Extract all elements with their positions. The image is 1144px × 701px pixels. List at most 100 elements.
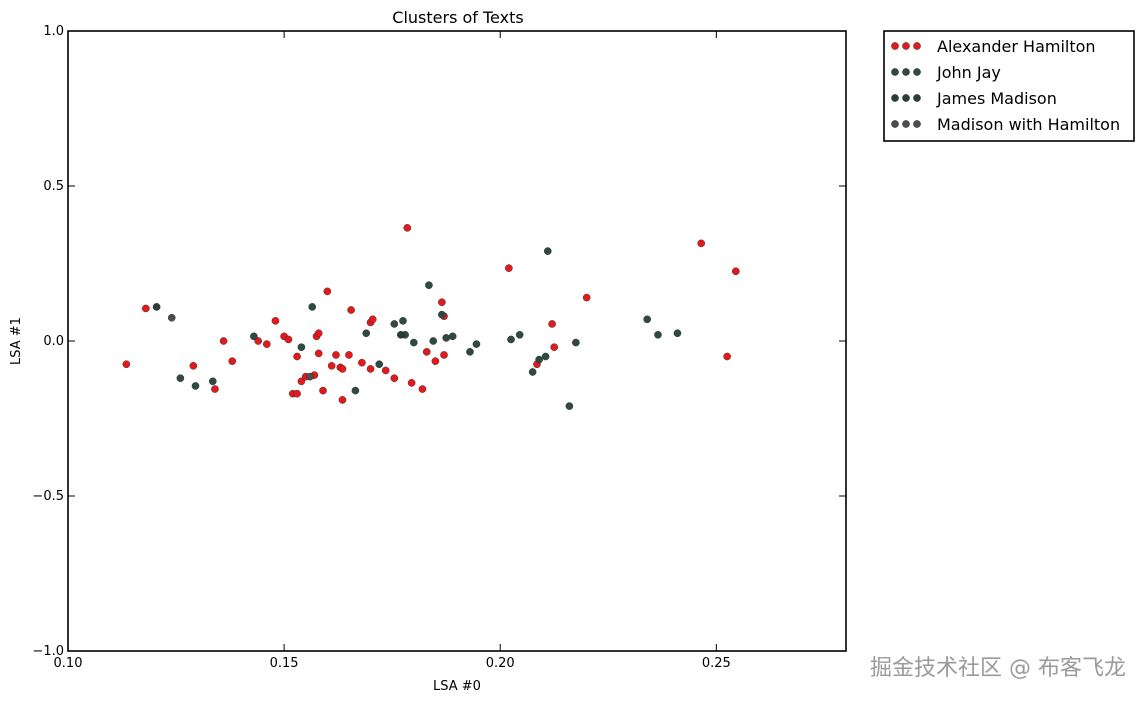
series-3 bbox=[152, 303, 405, 339]
legend-marker bbox=[913, 94, 921, 102]
data-point bbox=[191, 382, 200, 390]
watermark-text: 掘金技术社区 @ 布客飞龙 bbox=[870, 656, 1126, 681]
x-tick-label: 0.25 bbox=[702, 656, 731, 671]
data-point bbox=[466, 348, 474, 356]
data-point bbox=[208, 377, 217, 386]
data-point bbox=[407, 379, 416, 387]
data-point bbox=[429, 337, 438, 345]
data-point bbox=[314, 329, 323, 338]
data-point bbox=[319, 386, 327, 395]
legend-entry: James Madison bbox=[891, 89, 1057, 108]
legend-marker bbox=[891, 68, 899, 76]
data-point bbox=[565, 402, 574, 410]
legend-marker bbox=[902, 120, 910, 128]
data-point bbox=[362, 329, 371, 338]
plot-frame bbox=[67, 30, 847, 652]
data-point bbox=[323, 287, 332, 296]
data-point bbox=[528, 368, 537, 376]
data-point bbox=[515, 330, 524, 339]
data-point bbox=[306, 372, 314, 381]
data-point bbox=[697, 239, 706, 248]
data-point bbox=[472, 340, 481, 348]
data-point bbox=[723, 352, 731, 361]
chart-title: Clusters of Texts bbox=[392, 8, 523, 27]
legend-label: Alexander Hamilton bbox=[937, 37, 1096, 56]
data-point bbox=[418, 385, 427, 393]
legend-frame bbox=[883, 30, 1135, 142]
legend-marker bbox=[891, 94, 899, 102]
data-point bbox=[390, 320, 399, 328]
data-point bbox=[438, 310, 446, 319]
data-point bbox=[338, 365, 347, 373]
data-point bbox=[284, 335, 293, 344]
data-point bbox=[505, 264, 513, 272]
x-tick-label: 0.15 bbox=[270, 656, 299, 671]
y-tick-label: 0.5 bbox=[43, 179, 64, 194]
data-point bbox=[541, 352, 550, 361]
data-point bbox=[535, 355, 543, 364]
y-axis-label: LSA #1 bbox=[9, 317, 24, 365]
series-2 bbox=[176, 247, 682, 410]
data-point bbox=[550, 343, 559, 352]
data-point bbox=[399, 317, 407, 325]
x-axis-label: LSA #0 bbox=[433, 679, 481, 694]
legend-entries: Alexander Hamilton John Jay James Madison M… bbox=[891, 37, 1120, 134]
data-point bbox=[390, 374, 399, 383]
data-point bbox=[189, 361, 198, 370]
series-4 bbox=[167, 313, 314, 381]
legend-marker bbox=[902, 68, 910, 76]
y-tick-label: 1.0 bbox=[43, 24, 64, 39]
data-point bbox=[422, 348, 431, 356]
plot-area bbox=[67, 30, 847, 652]
data-point bbox=[375, 360, 384, 369]
data-point bbox=[507, 335, 515, 344]
data-point bbox=[548, 320, 556, 328]
data-point bbox=[643, 315, 651, 324]
data-point bbox=[572, 338, 580, 347]
legend-marker bbox=[913, 120, 921, 128]
y-tick-label: −0.5 bbox=[32, 489, 64, 504]
data-point bbox=[440, 351, 448, 359]
data-point bbox=[271, 317, 280, 325]
axis-ticks bbox=[67, 30, 846, 652]
y-tick-label: 0.0 bbox=[43, 334, 64, 349]
data-point bbox=[122, 360, 131, 369]
data-point bbox=[254, 337, 262, 345]
data-point bbox=[293, 389, 301, 398]
data-point bbox=[403, 224, 412, 232]
data-points bbox=[122, 224, 740, 410]
data-point bbox=[431, 357, 440, 365]
data-point bbox=[211, 385, 219, 393]
data-point bbox=[358, 358, 366, 367]
data-point bbox=[327, 361, 336, 370]
legend-entry: John Jay bbox=[891, 63, 1001, 82]
x-tick-label: 0.10 bbox=[54, 656, 83, 671]
data-point bbox=[543, 247, 552, 255]
data-point bbox=[141, 304, 150, 313]
legend-label: James Madison bbox=[936, 89, 1057, 108]
data-point bbox=[368, 315, 377, 324]
legend-label: John Jay bbox=[936, 63, 1001, 82]
legend-marker bbox=[891, 42, 899, 50]
data-point bbox=[332, 351, 340, 359]
data-point bbox=[731, 267, 740, 276]
legend-label: Madison with Hamilton bbox=[937, 115, 1120, 134]
x-axis-tick-labels: 0.10 0.15 0.20 0.25 bbox=[54, 656, 731, 671]
data-point bbox=[250, 332, 258, 341]
data-point bbox=[673, 329, 682, 338]
legend-marker bbox=[913, 42, 921, 50]
data-point bbox=[176, 374, 185, 383]
data-point bbox=[366, 365, 375, 373]
data-point bbox=[448, 332, 457, 341]
y-axis-tick-labels: −1.0 −0.5 0.0 0.5 1.0 bbox=[32, 24, 64, 659]
data-point bbox=[345, 351, 353, 359]
data-point bbox=[314, 349, 323, 358]
legend-entry: Madison with Hamilton bbox=[891, 115, 1120, 134]
data-point bbox=[167, 313, 176, 322]
x-tick-label: 0.20 bbox=[486, 656, 515, 671]
data-point bbox=[228, 357, 237, 365]
legend-marker bbox=[902, 94, 910, 102]
data-point bbox=[438, 298, 446, 307]
data-point bbox=[381, 366, 390, 375]
